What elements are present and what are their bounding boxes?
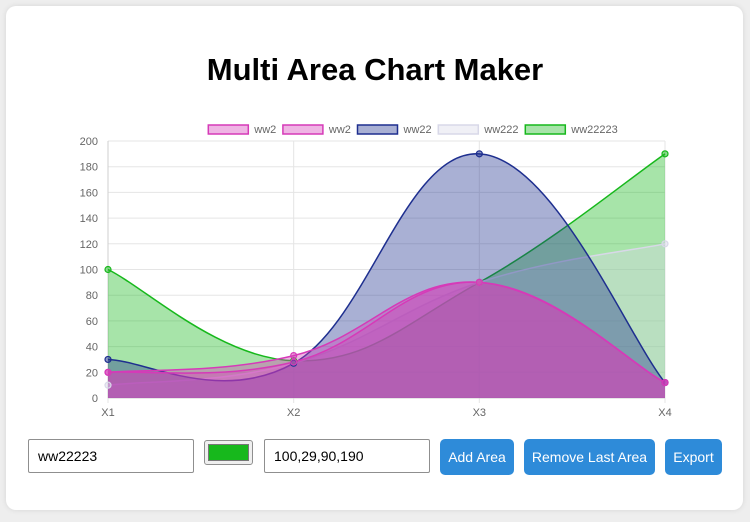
export-button[interactable]: Export [665,439,722,475]
x-tick-label: X1 [101,407,114,419]
series-area-5 [108,153,665,398]
data-point [104,265,112,274]
data-point [290,351,298,360]
legend-label: ww22 [403,124,432,136]
x-tick-label: X2 [287,407,300,419]
legend-label: ww222 [483,124,518,136]
page-title: Multi Area Chart Maker [206,52,544,87]
y-tick-label: 160 [80,187,98,199]
series-area-4 [108,243,665,398]
y-tick-label: 200 [80,136,98,148]
legend-label: ww2 [328,124,351,136]
x-tick-label: X4 [658,407,671,419]
x-tick-label: X3 [473,407,486,419]
y-tick-label: 20 [86,367,98,379]
data-point [104,368,112,376]
y-tick-label: 80 [86,290,98,302]
data-point [475,150,483,158]
y-tick-label: 180 [80,162,98,174]
area-name-input[interactable] [28,439,194,473]
area-values-input[interactable] [264,439,430,473]
y-tick-label: 140 [80,213,98,225]
app-card [6,6,743,510]
data-point [661,378,669,387]
legend-label: ww2 [253,124,276,136]
legend-swatch [207,124,250,135]
data-point [104,381,112,389]
legend-swatch [524,124,567,135]
y-tick-label: 0 [92,393,98,405]
y-tick-label: 40 [86,342,98,354]
color-swatch [208,444,249,461]
legend-swatch [356,124,399,135]
data-point [104,355,112,364]
series-line-4 [107,243,666,386]
legend-swatch [437,124,480,135]
area-chart: 0 20 40 60 80 100 120 140 160 180 200 X1 X2 X3 X4 ww2 ww… [80,124,672,419]
series-line-1 [107,281,666,384]
y-tick-label: 100 [80,265,98,277]
legend-swatch [282,124,324,135]
y-tick-label: 120 [80,239,98,251]
data-point [475,278,483,286]
remove-last-area-button[interactable]: Remove Last Area [524,439,655,475]
data-point [290,358,298,366]
data-point [661,150,669,158]
series-line-3 [107,153,666,384]
data-point [661,240,669,248]
series-area-3 [108,153,665,398]
add-area-button[interactable]: Add Area [440,439,514,475]
area-color-picker[interactable] [204,440,253,465]
series-area-2 [108,282,665,398]
y-tick-label: 60 [86,316,98,328]
legend-label: ww22223 [570,124,617,136]
series-line-5 [107,153,666,362]
series-area-1 [108,282,665,398]
